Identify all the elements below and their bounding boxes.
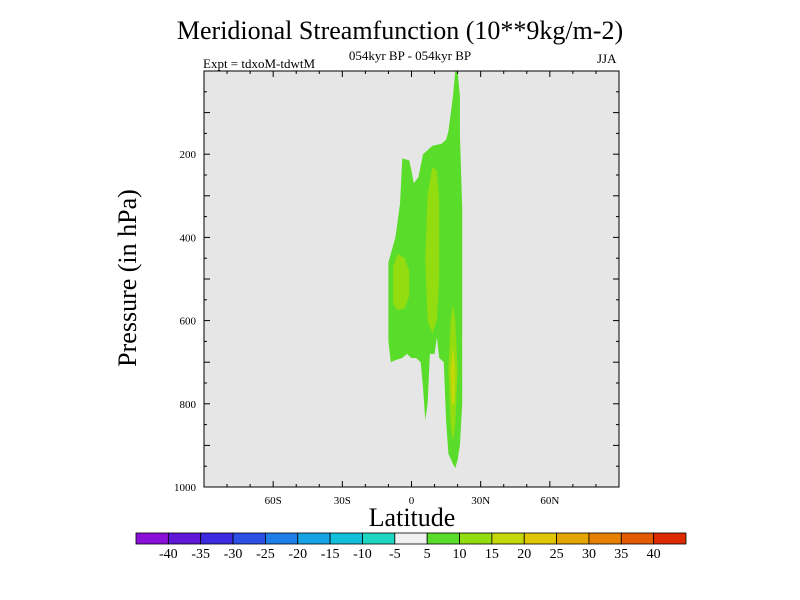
colorbar-swatch: [556, 532, 590, 545]
colorbar-label: -20: [288, 547, 307, 562]
colorbar-label: 40: [647, 547, 661, 562]
colorbar-label: -40: [159, 547, 178, 562]
contour-region-main-cell: [388, 71, 463, 469]
y-tick-label: 600: [180, 316, 197, 328]
colorbar-label: -5: [389, 547, 401, 562]
x-tick-label: 60N: [540, 495, 559, 507]
colorbar-swatch: [167, 532, 202, 545]
colorbar-swatch: [265, 532, 299, 545]
colorbar-label: 20: [517, 547, 531, 562]
colorbar-swatch: [362, 532, 396, 545]
colorbar: -40 -35 -30 -25 -20 -15 -10 -5 5 10 15 20 25 30 35 40: [135, 532, 687, 562]
colorbar-swatch: [459, 532, 493, 545]
colorbar-swatch: [232, 532, 266, 545]
colorbar-label: 15: [485, 547, 499, 562]
contour-region-cell-north-core: [425, 166, 440, 334]
colorbar-swatch: [297, 532, 331, 545]
colorbar-label: -10: [353, 547, 372, 562]
colorbar-label: -25: [256, 547, 275, 562]
colorbar-label: 30: [582, 547, 596, 562]
colorbar-swatch: [329, 532, 363, 545]
contour-region-cell-deep-inner: [450, 345, 456, 404]
y-tick-label: 800: [180, 399, 197, 411]
colorbar-label: 25: [550, 547, 564, 562]
season-label: JJA: [597, 51, 617, 66]
colorbar-label: -35: [191, 547, 210, 562]
colorbar-label: 10: [453, 547, 467, 562]
colorbar-label: -15: [321, 547, 340, 562]
colorbar-swatch: [394, 532, 428, 545]
colorbar-label: 35: [614, 547, 628, 562]
axis-layer: 60S 30S 0 30N 60N 200 400 600 800 1000: [174, 71, 619, 507]
colorbar-swatch: [588, 532, 622, 545]
contour-region-cell-south-core: [393, 254, 410, 311]
colorbar-swatch: [135, 532, 169, 545]
y-tick-label: 1000: [174, 482, 197, 494]
x-tick-label: 60S: [265, 495, 282, 507]
colorbar-swatch: [653, 532, 687, 545]
chart-title: Meridional Streamfunction (10**9kg/m-2): [176, 16, 624, 45]
colorbar-swatch: [620, 532, 655, 545]
x-tick-label: 30S: [334, 495, 351, 507]
colorbar-label: 5: [424, 547, 431, 562]
colorbar-swatch: [523, 532, 557, 545]
chart-subtitle: 054kyr BP - 054kyr BP: [348, 48, 472, 63]
colorbar-label: -30: [224, 547, 243, 562]
contour-layer: [388, 71, 463, 469]
colorbar-swatch: [491, 532, 525, 545]
y-tick-label: 400: [180, 232, 197, 244]
x-axis-label: Latitude: [368, 503, 456, 532]
colorbar-swatch: [200, 532, 234, 545]
y-tick-label: 200: [180, 149, 197, 161]
x-tick-label: 30N: [471, 495, 490, 507]
experiment-label: Expt = tdxoM-tdwtM: [203, 56, 316, 71]
x-tick-label: 0: [409, 495, 415, 507]
colorbar-swatch: [426, 532, 460, 545]
